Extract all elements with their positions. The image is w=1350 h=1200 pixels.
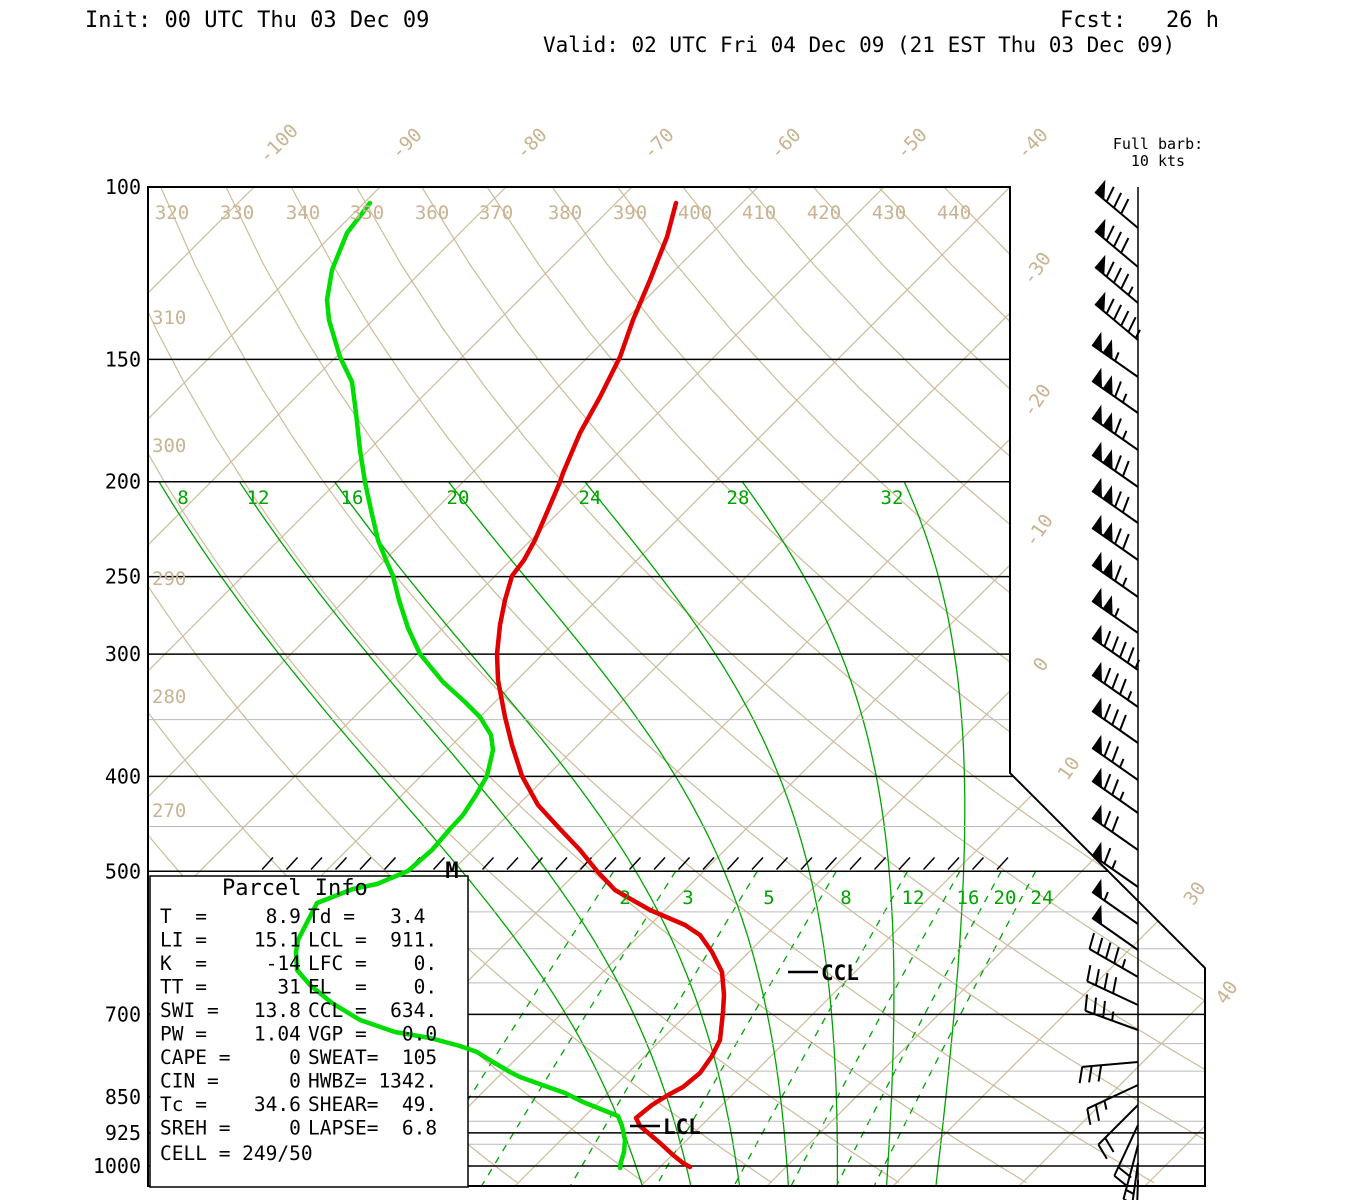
moist-adiabat-label: 32 (881, 487, 904, 509)
forecast-hour-label: Fcst: 26 h (1060, 8, 1219, 33)
dry-adiabat-label-top: 370 (479, 202, 513, 224)
svg-text:LCL = 911.: LCL = 911. (308, 929, 437, 952)
svg-text:EL = 0.: EL = 0. (308, 976, 437, 999)
dry-adiabat-label-top: 350 (350, 202, 384, 224)
svg-text:LI = 15.1: LI = 15.1 (160, 929, 301, 952)
wind-barb-legend: Full barb: 10 kts (1098, 136, 1218, 170)
svg-text:HWBZ= 1342.: HWBZ= 1342. (308, 1070, 437, 1093)
wind-barb-legend-line1: Full barb: (1112, 135, 1204, 153)
svg-text:TT = 31: TT = 31 (160, 976, 301, 999)
dry-adiabat-label-top: 360 (415, 202, 449, 224)
pressure-tick-label: 850 (105, 1085, 141, 1109)
svg-text:SHEAR= 49.: SHEAR= 49. (308, 1093, 437, 1116)
level-markers: M CCL LCL (445, 859, 859, 1139)
dry-adiabat-label-top: 380 (548, 202, 582, 224)
isotherm-label-top: -80 (512, 124, 552, 164)
pressure-tick-label: 300 (105, 642, 141, 666)
svg-text:CELL = 249/50: CELL = 249/50 (160, 1142, 313, 1165)
mixing-ratio-label: 2 (619, 887, 630, 909)
dry-adiabat-label-top: 400 (678, 202, 712, 224)
parcel-info-box (149, 875, 469, 1188)
dry-adiabat-label-left: 270 (152, 800, 186, 822)
dry-adiabat-label-top: 330 (220, 202, 254, 224)
plot-border (147, 186, 1206, 1187)
dry-adiabat-label-top: 390 (613, 202, 647, 224)
svg-text:VGP = 0.0: VGP = 0.0 (308, 1023, 437, 1046)
mixing-ratio-label: 20 (994, 887, 1017, 909)
isotherm-label-top: -60 (766, 124, 806, 164)
isotherm-label-right: -20 (1018, 380, 1056, 421)
svg-text:PW = 1.04: PW = 1.04 (160, 1023, 301, 1046)
isotherm-label-right: 40 (1212, 977, 1243, 1008)
moist-adiabat-label: 24 (579, 487, 602, 509)
pressure-tick-label: 100 (105, 175, 141, 199)
wind-barb-legend-line2: 10 kts (1130, 152, 1186, 170)
pressure-tick-label: 500 (105, 859, 141, 883)
svg-text:Tc = 34.6: Tc = 34.6 (160, 1093, 301, 1116)
isotherm-label-right: -10 (1020, 510, 1058, 551)
moist-adiabat-label: 12 (247, 487, 270, 509)
hatch-ticks-500hpa (261, 856, 1009, 871)
dry-adiabat-label-left: 290 (152, 568, 186, 590)
dry-adiabat-label-top: 420 (807, 202, 841, 224)
init-time-label: Init: 00 UTC Thu 03 Dec 09 (85, 8, 430, 33)
isotherm-label-top: -50 (892, 124, 932, 164)
pressure-tick-label: 250 (105, 565, 141, 589)
sounding-curves (293, 200, 727, 1171)
pressure-tick-label: 1000 (93, 1154, 141, 1178)
mixing-ratio-label: 24 (1031, 887, 1054, 909)
dry-adiabat-label-top: 430 (872, 202, 906, 224)
pressure-tick-label: 400 (105, 764, 141, 788)
svg-text:K = -14: K = -14 (160, 952, 301, 975)
isotherm-label-right: 0 (1029, 654, 1054, 676)
m-marker: M (445, 859, 458, 884)
parcel-info-title: Parcel Info (222, 876, 368, 901)
moist-adiabat-label: 28 (727, 487, 750, 509)
dry-adiabat-label-left: 280 (152, 686, 186, 708)
isotherm-label-top: -100 (255, 120, 303, 168)
moist-adiabat-label: 8 (177, 487, 188, 509)
svg-text:SREH = 0: SREH = 0 (160, 1117, 301, 1140)
svg-text:LAPSE= 6.8: LAPSE= 6.8 (308, 1117, 437, 1140)
pressure-tick-label: 700 (105, 1002, 141, 1026)
isotherm-label-right: -30 (1018, 248, 1056, 289)
pressure-tick-label: 200 (105, 470, 141, 494)
mixing-ratio-label: 3 (682, 887, 693, 909)
mixing-ratio-label: 16 (957, 887, 980, 909)
dry-adiabat-label-top: 340 (286, 202, 320, 224)
svg-text:SWEAT= 105: SWEAT= 105 (308, 1046, 437, 1069)
mixing-ratio-label: 12 (902, 887, 925, 909)
valid-time-label: Valid: 02 UTC Fri 04 Dec 09 (21 EST Thu … (543, 33, 1176, 57)
pressure-tick-label: 150 (105, 347, 141, 371)
svg-text:CIN = 0: CIN = 0 (160, 1070, 301, 1093)
ccl-marker: CCL (821, 961, 859, 985)
wind-barb-column (1078, 179, 1141, 1200)
mixing-ratio-label: 8 (840, 887, 851, 909)
isotherm-label-right: 10 (1054, 753, 1085, 784)
isotherm-label-top: -90 (387, 124, 427, 164)
svg-text:T = 8.9: T = 8.9 (160, 905, 301, 928)
svg-text:CAPE = 0: CAPE = 0 (160, 1046, 301, 1069)
moist-adiabat-label: 16 (341, 487, 364, 509)
dry-adiabat-label-top: 320 (155, 202, 189, 224)
svg-text:CCL = 634.: CCL = 634. (308, 999, 437, 1022)
dry-adiabat-label-top: 440 (937, 202, 971, 224)
svg-text:SWI = 13.8: SWI = 13.8 (160, 999, 301, 1022)
mixing-ratio-label: 5 (763, 887, 774, 909)
isotherm-label-top: -70 (639, 124, 679, 164)
svg-text:Td = 3.4: Td = 3.4 (308, 905, 425, 928)
pressure-tick-label: 925 (105, 1121, 141, 1145)
parcel-info-text: Parcel Info T = 8.9 Td = 3.4 LI = 15.1 LCL =… (160, 876, 437, 1165)
isotherm-label-right: 30 (1180, 878, 1211, 909)
dry-adiabat-label-left: 300 (152, 435, 186, 457)
isotherm-label-top: -40 (1013, 124, 1053, 164)
moist-adiabat-label: 20 (447, 487, 470, 509)
lcl-marker: LCL (663, 1115, 701, 1139)
dry-adiabat-label-top: 410 (742, 202, 776, 224)
svg-text:LFC = 0.: LFC = 0. (308, 952, 437, 975)
dry-adiabat-label-left: 310 (152, 307, 186, 329)
